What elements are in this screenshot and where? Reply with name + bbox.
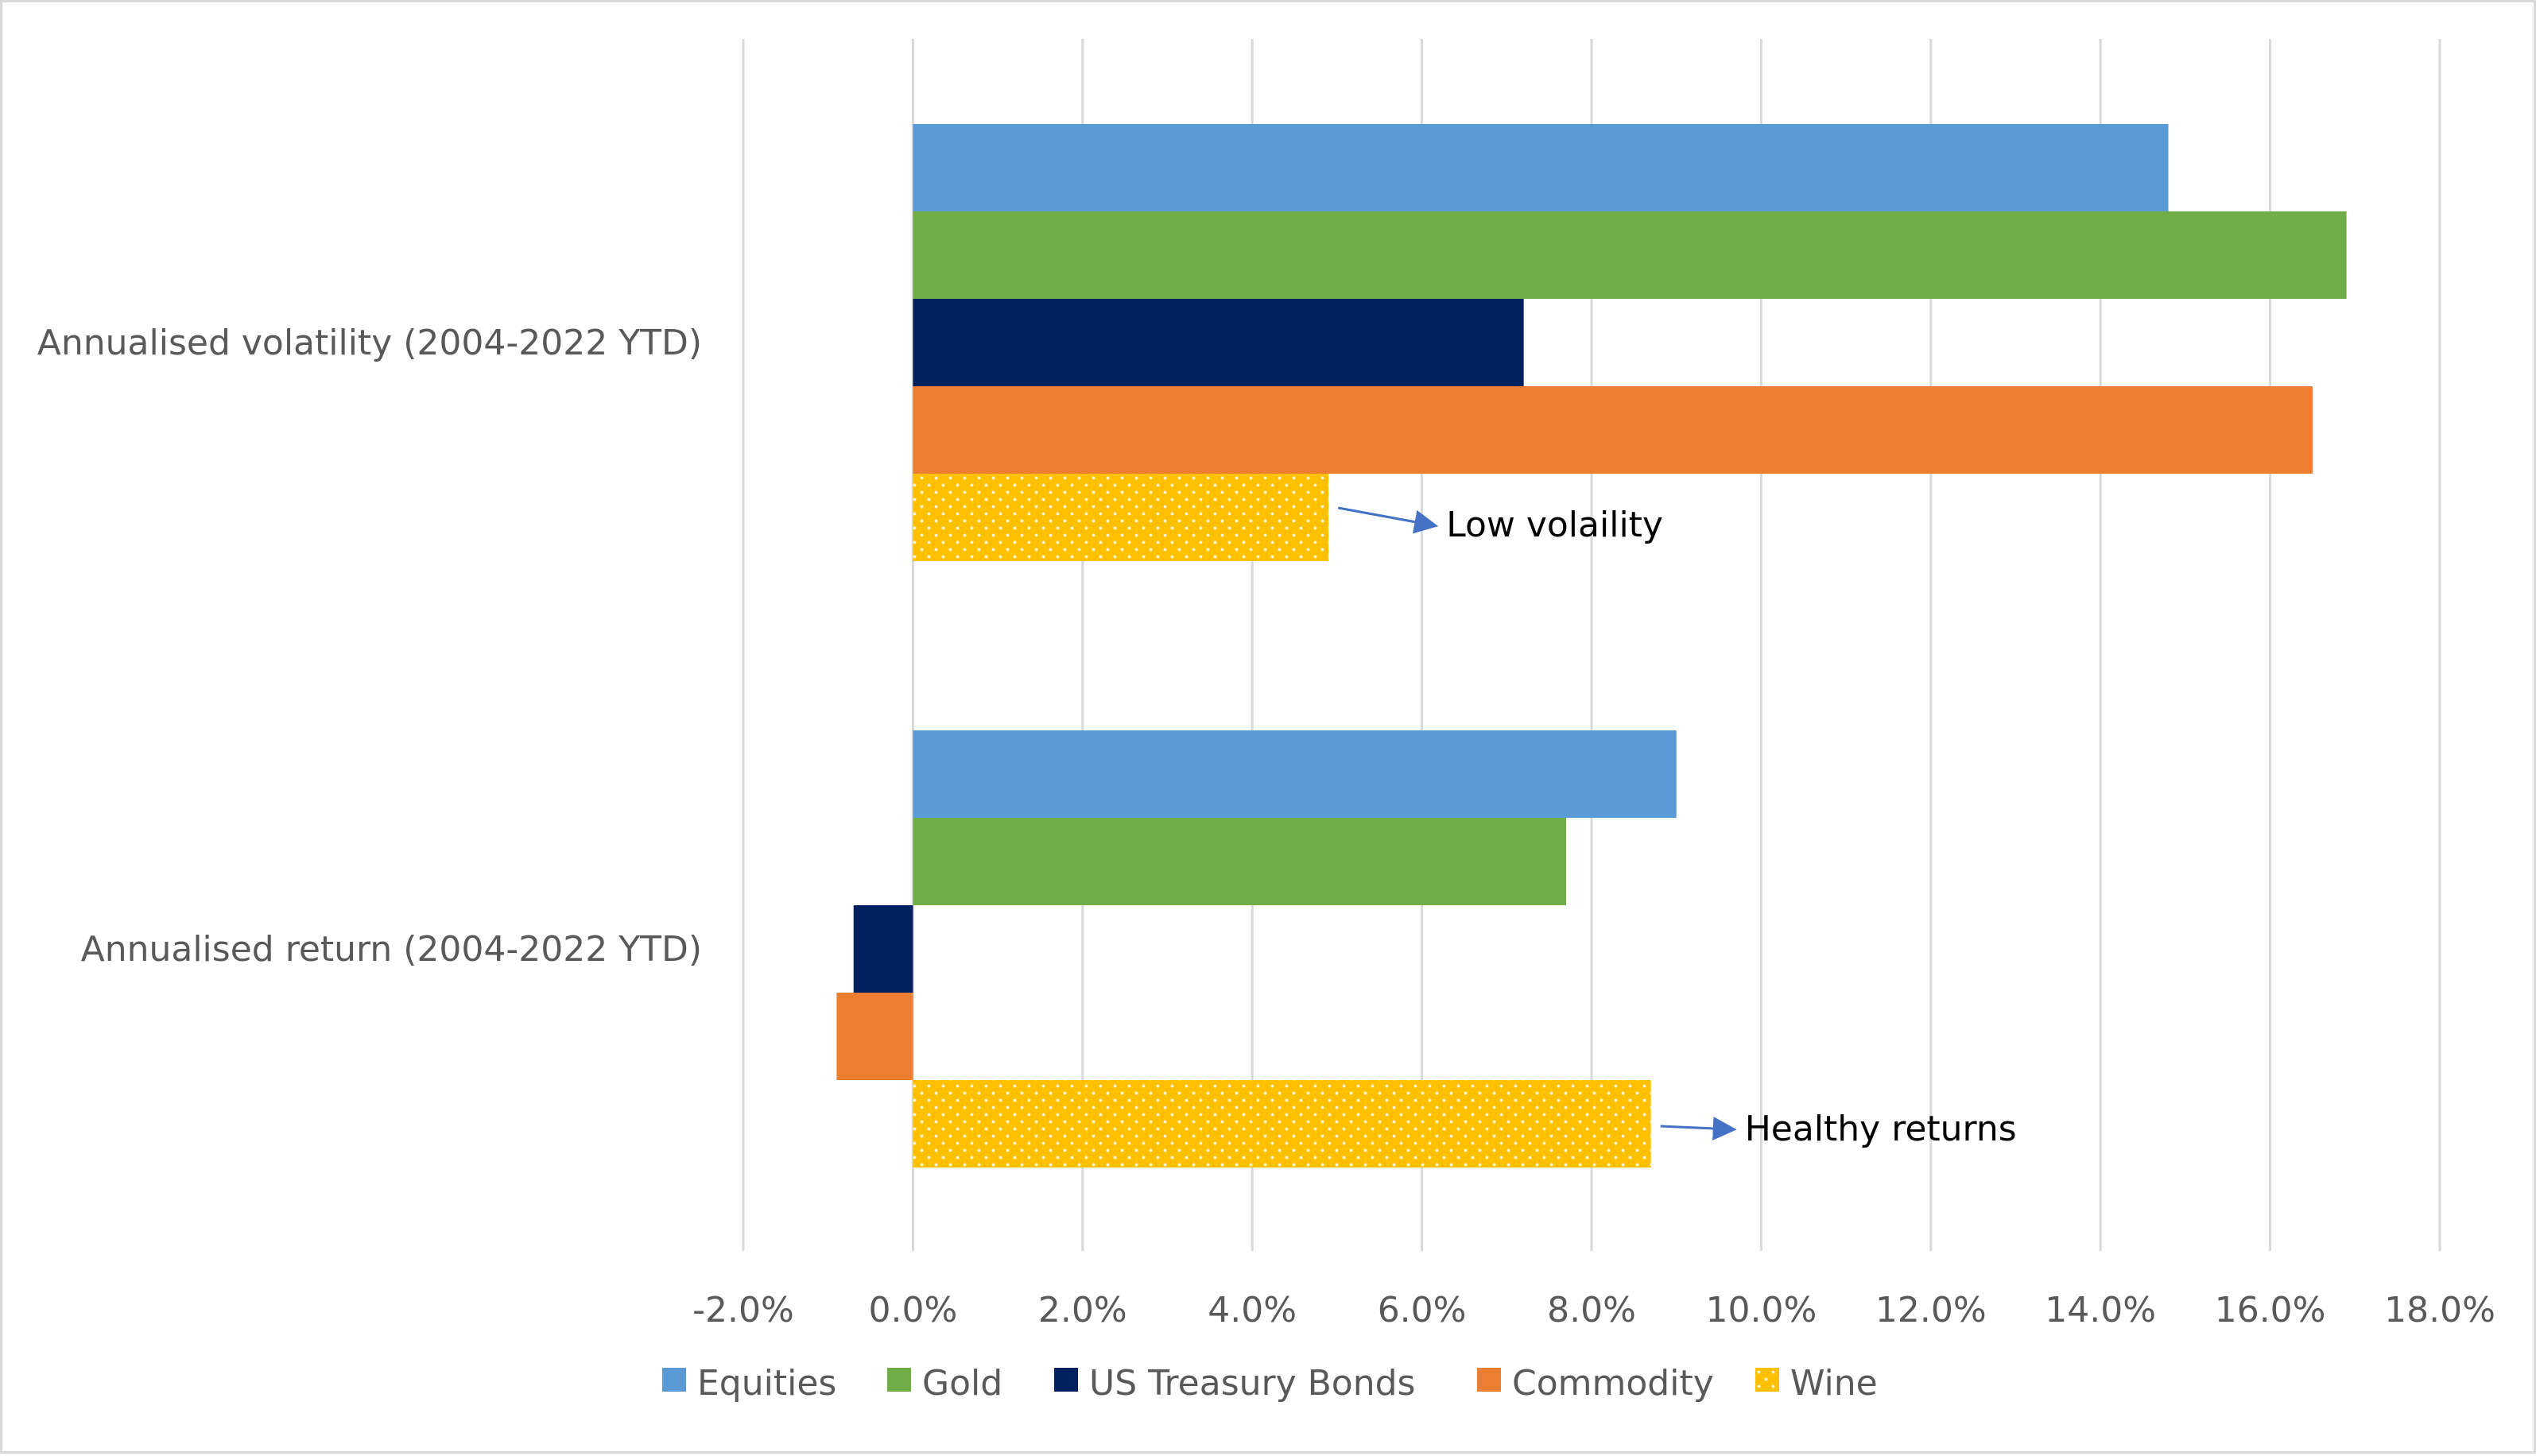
annotations: Low volaility Healthy returns: [1337, 505, 2017, 1149]
category-labels: Annualised volatility (2004-2022 YTD) Ann…: [37, 323, 702, 970]
legend-swatch-wine: [1755, 1368, 1779, 1392]
bar-gold: [913, 818, 1566, 905]
annotation-label: Healthy returns: [1745, 1109, 2017, 1149]
x-tick-label: 14.0%: [2045, 1290, 2156, 1330]
x-tick-label: 18.0%: [2384, 1290, 2495, 1330]
annotation-arrow: [1337, 506, 1439, 534]
legend-label: Equities: [697, 1363, 836, 1404]
category-label: Annualised return (2004-2022 YTD): [81, 929, 702, 970]
x-tick-label: 10.0%: [1706, 1290, 1817, 1330]
legend-label: Commodity: [1512, 1363, 1714, 1404]
x-tick-label: 4.0%: [1208, 1290, 1297, 1330]
bar-commodity: [836, 993, 913, 1080]
bar-equities: [913, 124, 2169, 211]
x-tick-label: 2.0%: [1038, 1290, 1127, 1330]
bars: [836, 124, 2347, 1168]
x-tick-label: 0.0%: [869, 1290, 958, 1330]
bar-equities: [913, 730, 1677, 818]
bar-commodity: [913, 386, 2313, 474]
legend-label: Wine: [1790, 1363, 1878, 1404]
bar-us-treasury-bonds: [853, 905, 913, 993]
bar-us-treasury-bonds: [913, 299, 1524, 386]
x-tick-label: 8.0%: [1547, 1290, 1636, 1330]
legend-label: Gold: [922, 1363, 1002, 1404]
legend-swatch-commodity: [1477, 1368, 1501, 1392]
legend-swatch-equities: [662, 1368, 686, 1392]
legend-label: US Treasury Bonds: [1089, 1363, 1415, 1404]
annotation-arrow: [1660, 1116, 1737, 1140]
bar-gold: [913, 211, 2347, 299]
legend: Equities Gold US Treasury Bonds Commodity Wi…: [662, 1363, 1878, 1404]
x-axis-ticks: -2.0% 0.0% 2.0% 4.0% 6.0% 8.0% 10.0% 12.0% 14.0%…: [692, 1290, 2495, 1330]
bar-wine: [913, 1080, 1651, 1168]
x-tick-label: 16.0%: [2215, 1290, 2326, 1330]
x-tick-label: 12.0%: [1875, 1290, 1987, 1330]
category-label: Annualised volatility (2004-2022 YTD): [37, 323, 702, 363]
x-tick-label: 6.0%: [1378, 1290, 1467, 1330]
x-tick-label: -2.0%: [692, 1290, 794, 1330]
bar-wine: [913, 474, 1329, 561]
legend-swatch-gold: [887, 1368, 911, 1392]
legend-swatch-us-treasury-bonds: [1054, 1368, 1078, 1392]
annotation-label: Low volaility: [1446, 505, 1663, 545]
